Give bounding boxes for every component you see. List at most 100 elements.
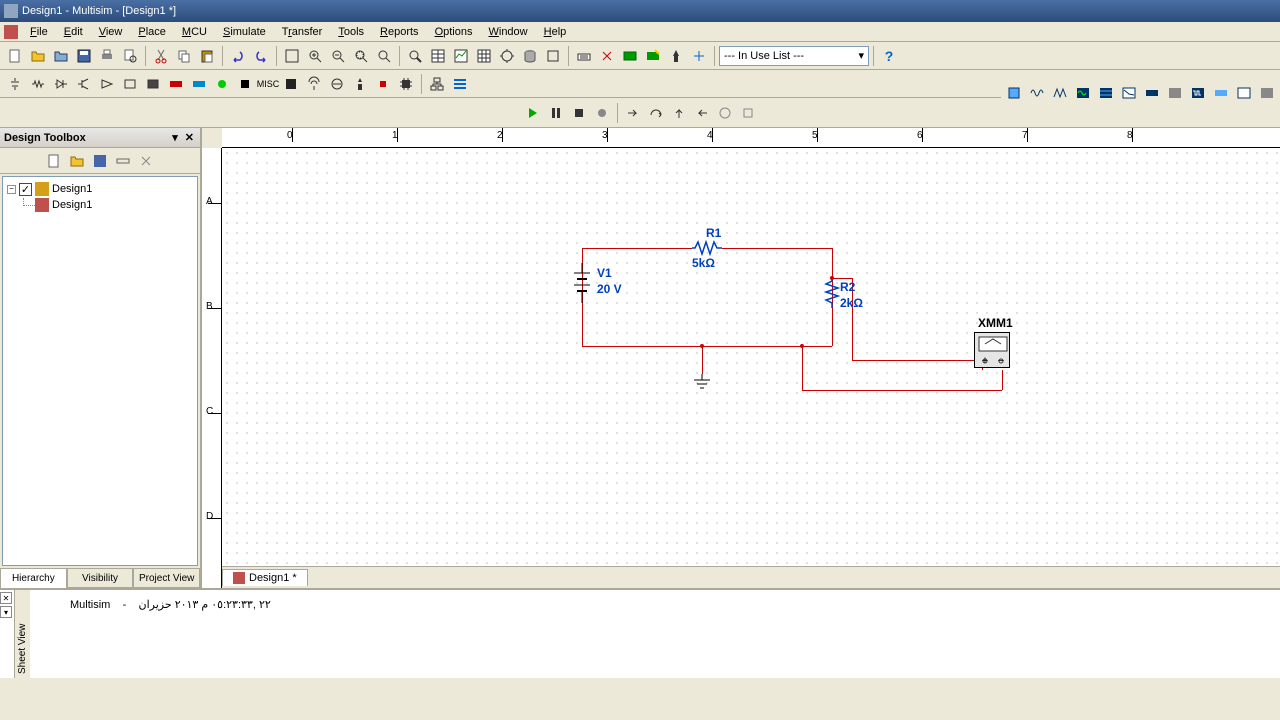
step-over-button[interactable] — [645, 102, 667, 124]
bode-plotter-button[interactable] — [1118, 82, 1140, 104]
status-close-button[interactable]: ✕ — [0, 592, 12, 604]
freq-counter-button[interactable] — [1141, 82, 1163, 104]
toolbox-close-icon[interactable]: ✕ — [183, 132, 196, 144]
status-pin-button[interactable]: ▾ — [0, 606, 12, 618]
step-out-button[interactable] — [668, 102, 690, 124]
pause-button[interactable] — [545, 102, 567, 124]
menu-options[interactable]: Options — [427, 24, 481, 40]
menu-place[interactable]: Place — [130, 24, 174, 40]
save-button[interactable] — [73, 45, 95, 67]
full-screen-button[interactable] — [281, 45, 303, 67]
menu-view[interactable]: View — [91, 24, 131, 40]
toolbox-rename-button[interactable] — [112, 150, 134, 172]
multimeter-button[interactable] — [1003, 82, 1025, 104]
open-sample-button[interactable] — [50, 45, 72, 67]
grapher-button[interactable] — [450, 45, 472, 67]
spreadsheet-button[interactable] — [427, 45, 449, 67]
place-indicator-button[interactable] — [211, 73, 233, 95]
print-button[interactable] — [96, 45, 118, 67]
menu-window[interactable]: Window — [480, 24, 535, 40]
toolbox-new-button[interactable] — [43, 150, 65, 172]
toolbox-open-button[interactable] — [66, 150, 88, 172]
wire[interactable] — [802, 390, 1002, 391]
tree-root[interactable]: − ✓ Design1 — [7, 181, 193, 197]
place-cmos-button[interactable] — [142, 73, 164, 95]
toolbox-delete-button[interactable] — [135, 150, 157, 172]
copy-button[interactable] — [173, 45, 195, 67]
tree-collapse-icon[interactable]: − — [7, 185, 16, 194]
place-source-button[interactable] — [4, 73, 26, 95]
place-diode-button[interactable] — [50, 73, 72, 95]
modify-ultiboard-button[interactable] — [642, 45, 664, 67]
step-into-button[interactable] — [622, 102, 644, 124]
place-electromechanical-button[interactable] — [326, 73, 348, 95]
place-bus-button[interactable] — [449, 73, 471, 95]
zoom-out-button[interactable] — [327, 45, 349, 67]
zoom-area-button[interactable] — [350, 45, 372, 67]
paste-button[interactable] — [196, 45, 218, 67]
place-power-button[interactable] — [234, 73, 256, 95]
4ch-scope-button[interactable] — [1095, 82, 1117, 104]
menu-simulate[interactable]: Simulate — [215, 24, 274, 40]
ground-symbol[interactable] — [692, 374, 712, 392]
undo-button[interactable] — [227, 45, 249, 67]
logic-converter-button[interactable] — [1210, 82, 1232, 104]
multimeter-xmm1[interactable]: + − — [974, 332, 1010, 368]
resistor-r1[interactable] — [692, 240, 722, 256]
toolbox-save-button[interactable] — [89, 150, 111, 172]
word-gen-button[interactable] — [1164, 82, 1186, 104]
place-transistor-button[interactable] — [73, 73, 95, 95]
oscilloscope-button[interactable] — [1072, 82, 1094, 104]
component-wizard-button[interactable] — [496, 45, 518, 67]
place-mixed-button[interactable] — [188, 73, 210, 95]
post-processor-button[interactable] — [473, 45, 495, 67]
doc-tab-design1[interactable]: Design1 * — [222, 569, 308, 586]
resistor-r2[interactable] — [824, 278, 840, 308]
place-ni-button[interactable] — [349, 73, 371, 95]
wire[interactable] — [722, 248, 832, 249]
wire[interactable] — [582, 248, 692, 249]
capture-button[interactable] — [665, 45, 687, 67]
place-basic-button[interactable] — [27, 73, 49, 95]
place-connector-button[interactable] — [372, 73, 394, 95]
breakpoint-toggle-button[interactable] — [737, 102, 759, 124]
logic-analyzer-button[interactable] — [1187, 82, 1209, 104]
open-button[interactable] — [27, 45, 49, 67]
menu-edit[interactable]: Edit — [56, 24, 91, 40]
menu-help[interactable]: Help — [536, 24, 575, 40]
new-button[interactable] — [4, 45, 26, 67]
wire[interactable] — [1002, 370, 1003, 390]
menu-tools[interactable]: Tools — [330, 24, 372, 40]
wattmeter-button[interactable] — [1049, 82, 1071, 104]
stop-button[interactable] — [568, 102, 590, 124]
database-button[interactable] — [519, 45, 541, 67]
menu-file[interactable]: File — [22, 24, 56, 40]
distortion-button[interactable] — [1256, 82, 1278, 104]
fgen-button[interactable] — [1026, 82, 1048, 104]
wire[interactable] — [802, 346, 803, 390]
toolbox-tree[interactable]: − ✓ Design1 Design1 — [2, 176, 198, 566]
erc-button[interactable] — [542, 45, 564, 67]
place-misc-button[interactable]: MISC — [257, 73, 279, 95]
back-annotate-button[interactable] — [573, 45, 595, 67]
record-button[interactable] — [591, 102, 613, 124]
wire[interactable] — [852, 360, 982, 361]
print-preview-button[interactable] — [119, 45, 141, 67]
place-ttl-button[interactable] — [119, 73, 141, 95]
create-ultiboard-button[interactable] — [619, 45, 641, 67]
place-analog-button[interactable] — [96, 73, 118, 95]
step-back-button[interactable] — [691, 102, 713, 124]
tree-child[interactable]: Design1 — [7, 197, 193, 213]
place-misc-digital-button[interactable] — [165, 73, 187, 95]
sheet-view-tab[interactable]: Sheet View — [14, 590, 30, 678]
zoom-fit-button[interactable] — [373, 45, 395, 67]
region-capture-button[interactable] — [688, 45, 710, 67]
tab-project-view[interactable]: Project View — [133, 568, 200, 588]
run-button[interactable] — [522, 102, 544, 124]
in-use-list-combo[interactable]: --- In Use List --- ▾ — [719, 46, 869, 66]
tab-visibility[interactable]: Visibility — [67, 568, 134, 588]
zoom-in-button[interactable] — [304, 45, 326, 67]
redo-button[interactable] — [250, 45, 272, 67]
place-rf-button[interactable] — [303, 73, 325, 95]
cut-button[interactable] — [150, 45, 172, 67]
